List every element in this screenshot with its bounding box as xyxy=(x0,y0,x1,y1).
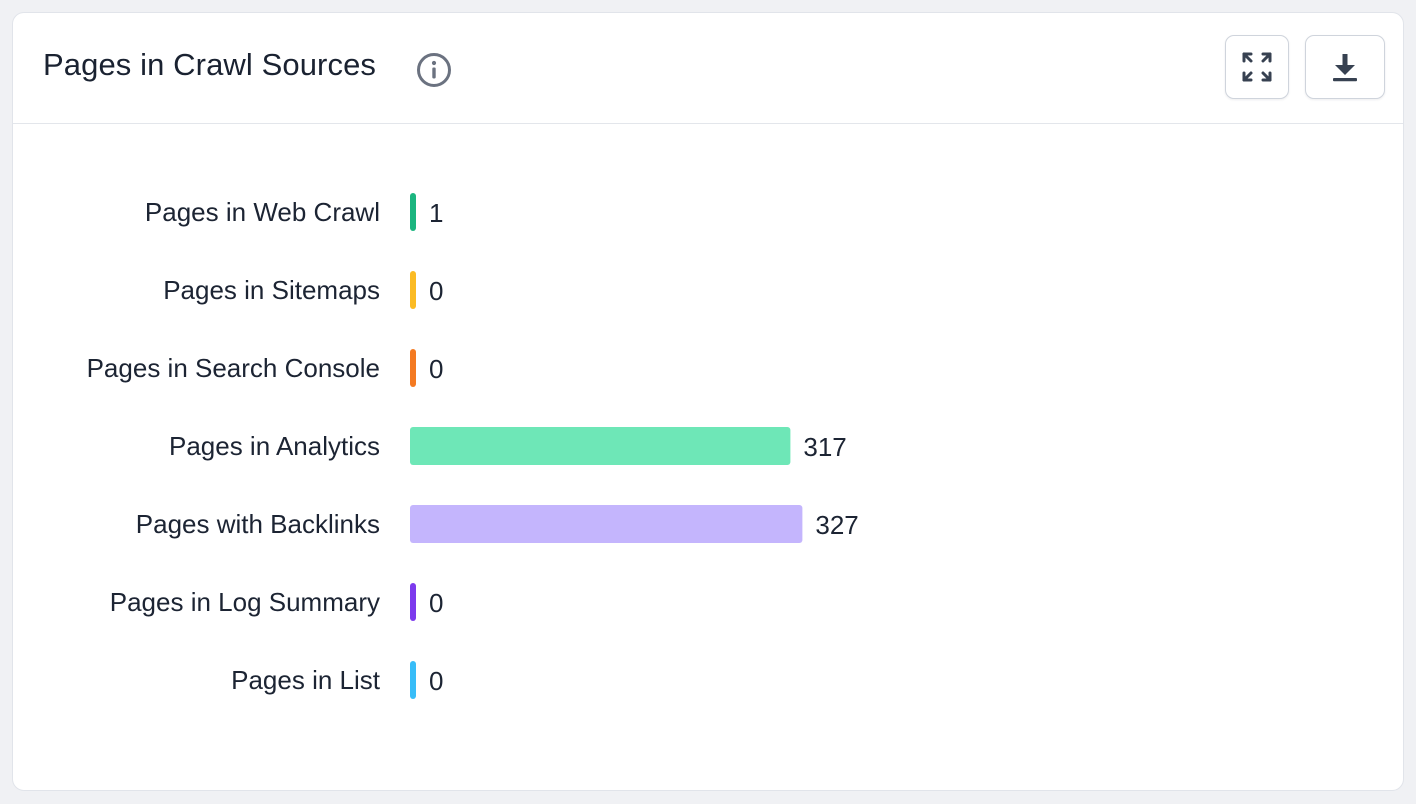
category-label: Pages in Sitemaps xyxy=(163,275,380,305)
expand-icon xyxy=(1242,52,1272,82)
value-label: 0 xyxy=(429,666,443,696)
category-label: Pages with Backlinks xyxy=(136,509,380,539)
category-label: Pages in Search Console xyxy=(87,353,380,383)
info-icon[interactable] xyxy=(416,52,452,88)
bar[interactable] xyxy=(410,427,791,465)
expand-button[interactable] xyxy=(1225,35,1289,99)
chart-card: Pages in Crawl Sources xyxy=(12,12,1404,791)
bar[interactable] xyxy=(410,505,803,543)
bar-chart: Pages in Web Crawl 1 Pages in Sitemaps 0 Pag… xyxy=(87,193,859,699)
value-label: 0 xyxy=(429,276,443,306)
value-label: 1 xyxy=(429,198,443,228)
value-label: 0 xyxy=(429,354,443,384)
bar[interactable] xyxy=(410,583,416,621)
bar[interactable] xyxy=(410,193,416,231)
card-header: Pages in Crawl Sources xyxy=(13,13,1403,124)
category-label: Pages in Log Summary xyxy=(110,587,380,617)
category-label: Pages in Analytics xyxy=(169,431,380,461)
bar[interactable] xyxy=(410,661,416,699)
value-label: 317 xyxy=(803,432,846,462)
bar[interactable] xyxy=(410,271,416,309)
value-label: 327 xyxy=(815,510,858,540)
download-button[interactable] xyxy=(1305,35,1385,99)
download-icon xyxy=(1333,54,1357,82)
category-label: Pages in List xyxy=(231,665,381,695)
category-label: Pages in Web Crawl xyxy=(145,197,380,227)
value-label: 0 xyxy=(429,588,443,618)
bar[interactable] xyxy=(410,349,416,387)
page-title: Pages in Crawl Sources xyxy=(43,47,377,82)
